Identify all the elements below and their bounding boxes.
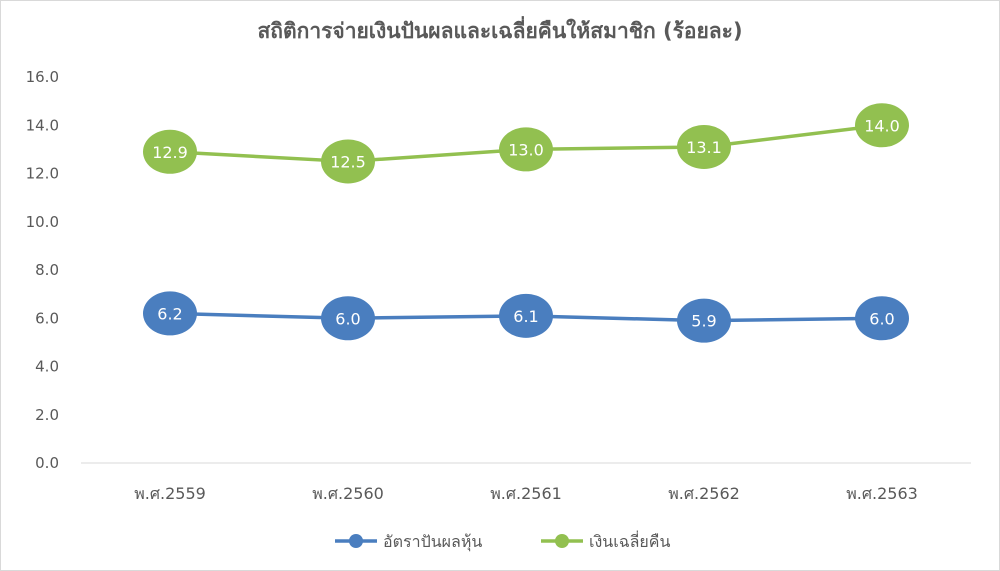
x-tick-label: พ.ศ.2563 bbox=[846, 484, 918, 503]
legend-label: อัตราปันผลหุ้น bbox=[383, 532, 482, 552]
data-label: 6.0 bbox=[869, 309, 894, 328]
data-marker bbox=[321, 296, 375, 341]
data-label: 12.5 bbox=[330, 152, 366, 171]
data-point: 13.0 bbox=[499, 127, 553, 172]
data-label: 14.0 bbox=[864, 116, 900, 135]
y-tick-label: 12.0 bbox=[26, 165, 59, 183]
y-tick-label: 16.0 bbox=[26, 68, 59, 86]
data-point: 5.9 bbox=[677, 298, 731, 343]
data-label: 12.9 bbox=[152, 143, 188, 162]
data-point: 6.0 bbox=[321, 296, 375, 341]
chart-title: สถิติการจ่ายเงินปันผลและเฉลี่ยคืนให้สมาช… bbox=[257, 19, 743, 43]
legend: อัตราปันผลหุ้น เงินเฉลี่ยคืน bbox=[335, 530, 670, 552]
data-label: 6.2 bbox=[157, 304, 182, 323]
legend-label: เงินเฉลี่ยคืน bbox=[589, 530, 670, 551]
data-marker bbox=[677, 124, 731, 169]
data-point: 6.2 bbox=[143, 291, 197, 336]
series-markers: 6.2 6.0 6.1 5.9 6.0 12.9 12.5 13.0 13.1 14.0 bbox=[143, 103, 909, 343]
data-label: 13.0 bbox=[508, 140, 544, 159]
legend-item: อัตราปันผลหุ้น bbox=[335, 532, 482, 552]
data-marker bbox=[499, 127, 553, 172]
y-tick-label: 2.0 bbox=[35, 406, 59, 424]
data-point: 6.1 bbox=[499, 293, 553, 338]
x-tick-label: พ.ศ.2562 bbox=[668, 484, 740, 503]
data-marker bbox=[855, 103, 909, 148]
y-tick-label: 4.0 bbox=[35, 358, 59, 376]
legend-marker bbox=[555, 534, 569, 548]
x-tick-label: พ.ศ.2559 bbox=[134, 484, 206, 503]
data-point: 13.1 bbox=[677, 124, 731, 169]
x-tick-label: พ.ศ.2560 bbox=[312, 484, 384, 503]
y-tick-label: 8.0 bbox=[35, 261, 59, 279]
data-marker bbox=[321, 139, 375, 184]
y-tick-label: 0.0 bbox=[35, 454, 59, 472]
data-label: 13.1 bbox=[686, 138, 722, 157]
y-tick-label: 14.0 bbox=[26, 116, 59, 134]
data-label: 6.0 bbox=[335, 309, 360, 328]
x-axis: พ.ศ.2559 พ.ศ.2560 พ.ศ.2561 พ.ศ.2562 พ.ศ.2563 bbox=[134, 484, 918, 503]
y-tick-label: 10.0 bbox=[26, 213, 59, 231]
y-axis: 0.0 2.0 4.0 6.0 8.0 10.0 12.0 14.0 16.0 bbox=[26, 68, 59, 472]
data-point: 6.0 bbox=[855, 296, 909, 341]
data-marker bbox=[855, 296, 909, 341]
data-label: 6.1 bbox=[513, 307, 538, 326]
data-point: 14.0 bbox=[855, 103, 909, 148]
data-marker bbox=[677, 298, 731, 343]
legend-marker bbox=[349, 534, 363, 548]
data-marker bbox=[143, 129, 197, 174]
y-tick-label: 6.0 bbox=[35, 309, 59, 327]
data-marker bbox=[143, 291, 197, 336]
data-point: 12.5 bbox=[321, 139, 375, 184]
data-marker bbox=[499, 293, 553, 338]
x-tick-label: พ.ศ.2561 bbox=[490, 484, 562, 503]
data-point: 12.9 bbox=[143, 129, 197, 174]
legend-item: เงินเฉลี่ยคืน bbox=[541, 530, 670, 551]
data-label: 5.9 bbox=[691, 312, 716, 331]
